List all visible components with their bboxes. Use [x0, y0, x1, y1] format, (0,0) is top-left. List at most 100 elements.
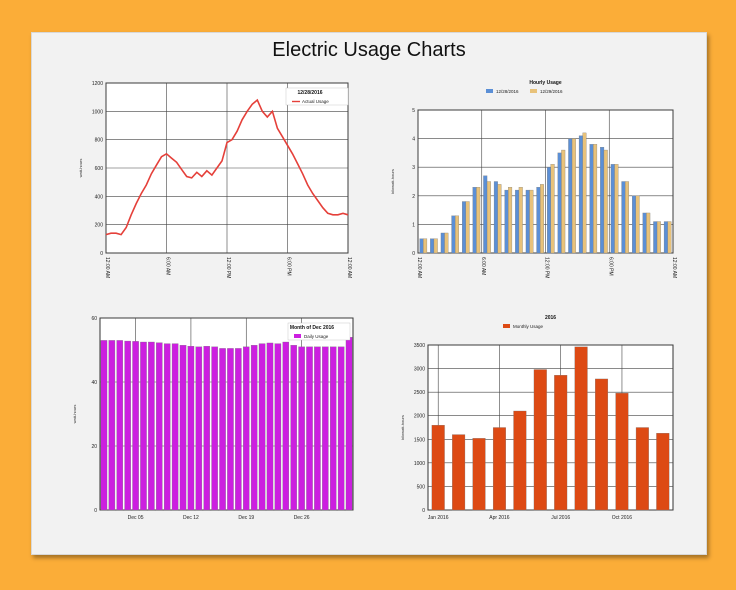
y-axis-ticks: 0 200 400 600 800 1000 1200: [92, 81, 103, 257]
y-tick-label: 600: [95, 166, 104, 172]
bar: [171, 343, 179, 511]
legend: Actual Usage: [292, 99, 329, 104]
x-tick-label: Dec 12: [183, 515, 199, 521]
x-axis-ticks: 12:00 AM 6:00 AM 12:00 PM 6:00 PM 12:00 AM: [416, 257, 677, 278]
y-tick-label: 200: [95, 223, 104, 229]
bar: [227, 348, 234, 511]
legend-box: [287, 322, 351, 341]
x-tick-label: 12:00 AM: [346, 257, 352, 278]
bar: [615, 392, 629, 511]
y-tick-label: 0: [422, 508, 425, 514]
y-axis-ticks: 0 500 1000 1500 2000 2500 3000 3500: [414, 343, 425, 514]
bar: [266, 342, 274, 511]
legend-swatch: [294, 334, 301, 338]
data-marks: [431, 346, 670, 511]
bar: [423, 238, 428, 254]
bar: [455, 215, 459, 254]
bar: [462, 201, 466, 254]
page-title: Electric Usage Charts: [272, 39, 466, 61]
y-tick-label: 500: [417, 484, 426, 490]
legend-box: [285, 87, 349, 106]
bar: [486, 181, 491, 254]
grid-lines: [417, 109, 674, 254]
bar: [419, 238, 424, 254]
bar: [430, 238, 435, 254]
y-tick-label: 2000: [414, 414, 425, 420]
data-marks: [105, 98, 349, 236]
x-tick-label: 12:00 PM: [225, 257, 231, 278]
daily-usage-bar-chart: 0 20 40 60 Dec 05 Dec 12 Dec 19 Dec 26 watt-ho…: [72, 316, 354, 521]
bar: [472, 187, 477, 254]
bar: [132, 341, 139, 511]
x-tick-label: Dec 05: [128, 515, 144, 521]
bar: [574, 346, 588, 511]
bar: [635, 427, 649, 511]
data-marks: [419, 132, 672, 254]
bar: [100, 340, 108, 511]
bar: [646, 212, 651, 254]
bar: [508, 187, 513, 254]
bar: [492, 427, 506, 511]
y-tick-label: 1000: [92, 109, 103, 115]
plot-area: [427, 344, 674, 511]
bar: [600, 147, 605, 254]
bar: [258, 343, 266, 511]
x-tick-label: 12:00 AM: [104, 257, 110, 278]
y-tick-label: 2500: [414, 390, 425, 396]
bar: [203, 346, 210, 511]
bar: [513, 410, 527, 511]
bar: [642, 212, 647, 254]
legend-swatch: [486, 89, 493, 93]
bar: [290, 345, 297, 511]
y-axis-ticks: 0 20 40 60: [91, 316, 97, 514]
x-tick-label: 12:00 AM: [416, 257, 422, 278]
x-tick-label: Apr 2016: [489, 515, 510, 521]
legend-swatch: [503, 324, 510, 328]
bar: [219, 348, 226, 511]
bar: [614, 164, 619, 254]
bar: [235, 348, 242, 511]
chart-title: 2016: [545, 315, 556, 321]
bar: [653, 221, 658, 254]
grid-lines: [105, 82, 349, 254]
y-tick-label: 0: [412, 251, 415, 257]
x-axis-ticks: Dec 05 Dec 12 Dec 19 Dec 26: [128, 515, 310, 521]
x-tick-label: Dec 26: [294, 515, 310, 521]
grid-lines: [428, 344, 673, 511]
bar: [589, 144, 594, 254]
y-tick-label: 400: [95, 194, 104, 200]
y-tick-label: 1: [412, 222, 415, 228]
bar: [536, 187, 541, 254]
bar: [525, 189, 530, 254]
bar: [533, 369, 547, 511]
legend-swatch: [530, 89, 537, 93]
bar: [187, 346, 195, 511]
bar: [667, 221, 672, 254]
y-tick-label: 5: [412, 108, 415, 114]
legend-label: Daily Usage: [304, 334, 329, 339]
bar: [603, 149, 608, 254]
bar: [148, 341, 155, 511]
y-tick-label: 3: [412, 165, 415, 171]
bar: [497, 184, 502, 254]
bar: [472, 438, 486, 511]
bar: [625, 181, 629, 254]
bar: [282, 341, 290, 511]
y-axis-label: watt-hours: [78, 159, 83, 178]
x-tick-label: Jul 2016: [551, 515, 570, 521]
legend-label: Actual Usage: [302, 99, 329, 104]
bar: [156, 342, 163, 511]
y-tick-label: 0: [100, 251, 103, 257]
x-tick-label: Oct 2016: [612, 515, 633, 521]
bar: [116, 340, 123, 511]
bar: [554, 375, 568, 511]
plot-background: [427, 344, 674, 511]
x-tick-label: Jan 2016: [428, 515, 449, 521]
bar: [483, 175, 488, 254]
y-tick-label: 20: [91, 444, 97, 450]
x-tick-label: 6:00 AM: [165, 257, 171, 275]
y-tick-label: 1500: [414, 437, 425, 443]
bar: [493, 181, 498, 254]
legend: Monthly Usage: [503, 324, 544, 329]
y-tick-label: 800: [95, 138, 104, 144]
